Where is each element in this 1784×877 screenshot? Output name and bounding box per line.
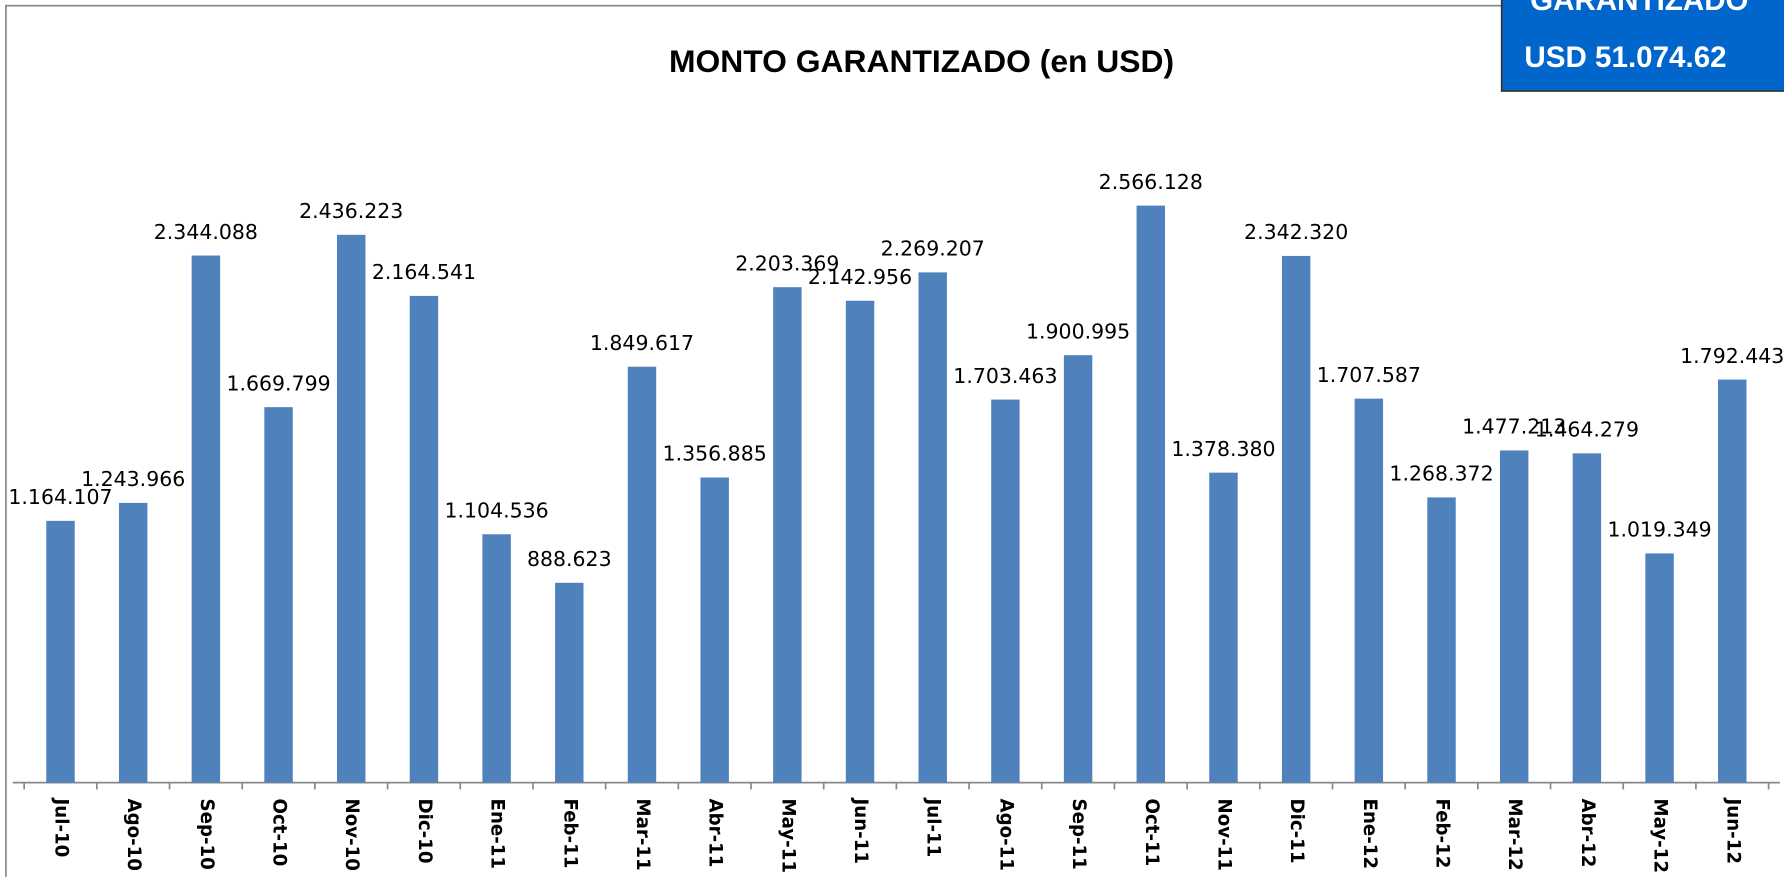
value-label: 2.344.088 bbox=[154, 220, 258, 244]
value-label: 1.164.107 bbox=[8, 485, 112, 509]
x-tick-label: Mar-12 bbox=[1504, 799, 1525, 871]
x-tick-label: Nov-11 bbox=[1213, 799, 1234, 871]
bar bbox=[1718, 379, 1747, 783]
x-tick-label: Feb-12 bbox=[1432, 799, 1453, 869]
bar bbox=[1063, 355, 1093, 783]
x-tick-label: Abr-12 bbox=[1577, 799, 1598, 868]
bar bbox=[1572, 453, 1602, 783]
value-label: 1.849.617 bbox=[590, 331, 694, 355]
bar bbox=[991, 399, 1020, 783]
value-label: 888.623 bbox=[527, 547, 612, 571]
bar bbox=[1499, 450, 1529, 783]
value-label: 2.436.223 bbox=[299, 199, 403, 223]
x-tick-label: Jul-11 bbox=[923, 797, 944, 858]
total-box bbox=[1500, 0, 1784, 92]
x-tick-label: Sep-11 bbox=[1068, 799, 1089, 870]
bar bbox=[1136, 205, 1165, 783]
value-label: 1.900.995 bbox=[1026, 319, 1130, 343]
value-label: 1.464.279 bbox=[1535, 418, 1639, 442]
bar bbox=[191, 255, 221, 783]
bar bbox=[482, 534, 511, 783]
bar bbox=[918, 272, 947, 783]
chart-title: MONTO GARANTIZADO (en USD) bbox=[669, 43, 1174, 79]
value-label: 1.707.587 bbox=[1317, 363, 1421, 387]
bar bbox=[118, 502, 148, 783]
x-tick-label: Feb-11 bbox=[559, 799, 580, 869]
value-label: 1.703.463 bbox=[953, 364, 1057, 388]
bar bbox=[1427, 497, 1456, 783]
value-label: 2.142.956 bbox=[808, 265, 912, 289]
bar bbox=[1645, 553, 1674, 783]
bar bbox=[1354, 398, 1384, 783]
x-tick-label: Jun-11 bbox=[850, 797, 871, 865]
value-label: 2.203.369 bbox=[735, 251, 839, 275]
total-box-value: USD 51.074.62 bbox=[1524, 41, 1726, 74]
value-label: 1.019.349 bbox=[1607, 518, 1711, 542]
value-label: 1.669.799 bbox=[226, 371, 330, 395]
x-tick-label: Jun-12 bbox=[1722, 797, 1743, 865]
bar bbox=[337, 234, 366, 783]
value-label: 1.378.380 bbox=[1171, 437, 1275, 461]
chart-border bbox=[5, 4, 1784, 877]
x-tick-label: Jul-10 bbox=[50, 797, 71, 858]
bar bbox=[46, 520, 75, 783]
x-tick-label: May-12 bbox=[1650, 799, 1671, 874]
x-tick-label: Abr-11 bbox=[705, 799, 726, 868]
x-tick-label: Nov-10 bbox=[341, 799, 362, 871]
x-tick-label: Sep-10 bbox=[196, 799, 217, 870]
value-label: 1.268.372 bbox=[1389, 462, 1493, 486]
bar bbox=[264, 407, 293, 783]
bar bbox=[409, 295, 439, 783]
value-label: 1.243.966 bbox=[81, 467, 185, 491]
value-label: 2.566.128 bbox=[1099, 170, 1203, 194]
value-label: 1.356.885 bbox=[663, 442, 767, 466]
value-label: 1.477.213 bbox=[1462, 415, 1566, 439]
value-label: 2.269.207 bbox=[881, 237, 985, 261]
x-tick-label: Ene-11 bbox=[487, 799, 508, 870]
x-tick-label: Dic-11 bbox=[1286, 799, 1307, 864]
bar bbox=[700, 477, 729, 783]
total-box-label: GARANTIZADO bbox=[1530, 0, 1748, 17]
bar bbox=[555, 582, 584, 783]
value-label: 1.792.443 bbox=[1680, 344, 1784, 368]
value-label: 2.164.541 bbox=[372, 260, 476, 284]
value-label: 2.342.320 bbox=[1244, 220, 1348, 244]
x-tick-label: Oct-10 bbox=[269, 799, 290, 867]
x-tick-label: May-11 bbox=[777, 799, 798, 874]
x-tick-label: Ago-11 bbox=[995, 799, 1016, 871]
bar bbox=[845, 300, 875, 783]
x-tick-label: Mar-11 bbox=[632, 799, 653, 871]
x-tick-label: Ene-12 bbox=[1359, 799, 1380, 870]
x-tick-label: Oct-11 bbox=[1141, 799, 1162, 867]
value-label: 1.104.536 bbox=[445, 498, 549, 522]
x-tick-label: Dic-10 bbox=[414, 799, 435, 864]
bar bbox=[627, 366, 657, 783]
x-tick-label: Ago-10 bbox=[123, 799, 144, 871]
bar bbox=[773, 287, 802, 783]
bar bbox=[1209, 472, 1238, 783]
bar bbox=[1281, 255, 1311, 783]
